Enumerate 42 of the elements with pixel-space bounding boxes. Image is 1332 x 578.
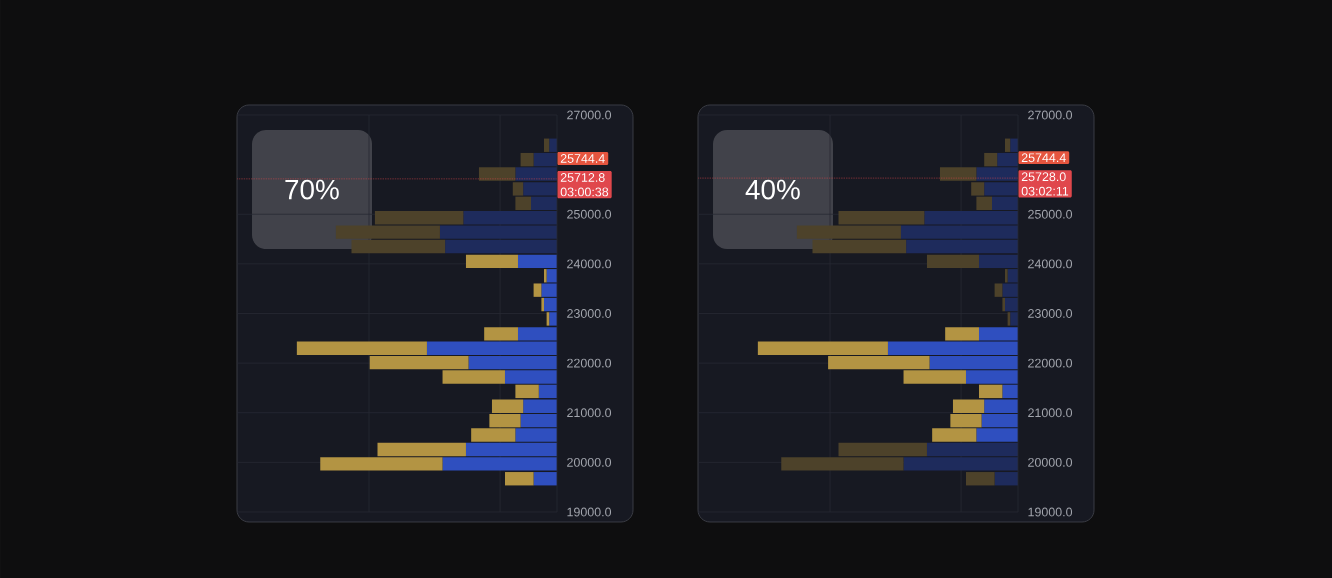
bar — [1002, 297, 1006, 312]
y-tick-label: 24000.0 — [567, 259, 612, 269]
y-tick-label: 24000.0 — [1028, 259, 1073, 269]
y-tick-label: 27000.0 — [567, 110, 612, 120]
ref-line-label: 25728.0 — [1021, 172, 1066, 182]
bar — [965, 472, 995, 486]
bar — [504, 472, 534, 486]
bar — [541, 297, 544, 312]
bar — [945, 327, 979, 341]
y-tick-label: 25000.0 — [567, 209, 612, 219]
bar — [994, 283, 1003, 297]
bar — [544, 138, 550, 152]
bar — [515, 384, 539, 399]
bar — [1005, 269, 1008, 283]
y-tick-label: 23000.0 — [1028, 309, 1073, 318]
bar — [465, 254, 518, 269]
y-tick-label: 22000.0 — [1028, 358, 1073, 368]
y-tick-label: 25000.0 — [1028, 209, 1073, 219]
y-tick-label: 21000.0 — [1028, 408, 1073, 418]
bar — [484, 327, 518, 341]
bar — [978, 384, 1003, 399]
y-tick-label: 23000.0 — [567, 309, 612, 318]
text: 03:00:38 — [560, 187, 609, 197]
y-tick-label: 22000.0 — [567, 358, 612, 368]
bar — [984, 152, 998, 167]
bar — [926, 254, 979, 269]
y-tick-label: 20000.0 — [1028, 457, 1073, 467]
text: 25744.4 — [560, 154, 605, 163]
bar — [1005, 138, 1011, 152]
bar — [544, 269, 547, 283]
y-tick-label: 20000.0 — [567, 457, 612, 467]
y-tick-label: 19000.0 — [1028, 507, 1073, 517]
bar — [533, 283, 542, 297]
text: 70% — [285, 179, 339, 200]
text: 25744.4 — [1021, 153, 1066, 163]
bar — [520, 152, 534, 167]
y-tick-label: 27000.0 — [1028, 110, 1073, 120]
y-tick-label: 19000.0 — [567, 507, 612, 517]
ref-line-label: 25712.8 — [560, 173, 605, 182]
text: 03:02:11 — [1021, 186, 1069, 196]
text: 40% — [745, 179, 800, 200]
y-tick-label: 21000.0 — [567, 408, 612, 418]
